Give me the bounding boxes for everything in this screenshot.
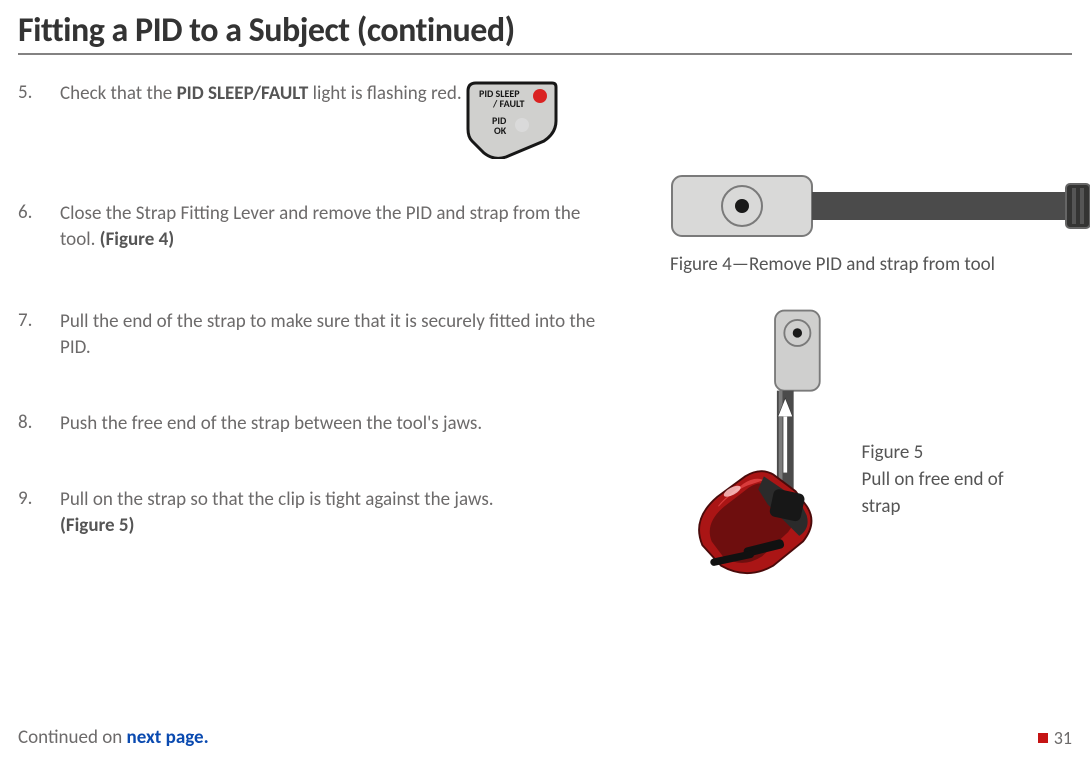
continued-link: next page.: [127, 726, 209, 749]
step-8-text: Push the free end of the strap between t…: [60, 411, 482, 437]
step-9-text: Pull on the strap so that the clip is ti…: [60, 487, 494, 539]
badge-sleep-label-2: / FAULT: [492, 97, 524, 110]
step-5-text: Check that the PID SLEEP/FAULT light is …: [60, 81, 462, 107]
step-5-suffix: light is flashing red.: [308, 82, 461, 105]
step-7-number: 7.: [18, 309, 60, 332]
fig4-clip-detail-1: [1072, 188, 1076, 224]
pid-sleep-fault-led-icon: [533, 89, 547, 103]
fig5-tool-body: [699, 471, 811, 573]
step-7-text: Pull the end of the strap to make sure t…: [60, 309, 600, 361]
figure-5-caption-line1: Figure 5: [862, 441, 924, 464]
figure-5-illustration-icon: [654, 305, 850, 575]
step-6-number: 6.: [18, 201, 60, 224]
fig4-pid-dot: [735, 199, 749, 213]
figure-4: Figure 4—Remove PID and strap from tool: [670, 170, 1090, 276]
fig5-pid: [775, 311, 820, 391]
figure-4-caption: Figure 4—Remove PID and strap from tool: [670, 253, 1090, 276]
pid-ok-led-icon: [515, 118, 529, 132]
badge-ok-label-2: OK: [494, 124, 507, 137]
step-5-row: 5. Check that the PID SLEEP/FAULT light …: [18, 81, 1072, 159]
step-6-text: Close the Strap Fitting Lever and remove…: [60, 201, 600, 253]
fig4-clip: [1066, 184, 1090, 228]
step-5-bold: PID SLEEP/FAULT: [177, 82, 309, 105]
figure-5-caption-line2: Pull on free end of strap: [862, 468, 1004, 518]
pid-status-badge-icon: PID SLEEP / FAULT PID OK: [466, 81, 558, 159]
step-8-number: 8.: [18, 411, 60, 434]
step-9-body: Pull on the strap so that the clip is ti…: [60, 488, 494, 511]
page-title: Fitting a PID to a Subject (continued): [18, 10, 1072, 55]
continued-prefix: Continued on: [18, 726, 127, 749]
step-6-bold: (Figure 4): [100, 228, 174, 251]
page-marker-icon: [1038, 733, 1048, 743]
page-number-value: 31: [1054, 727, 1072, 749]
figure-5: Figure 5 Pull on free end of strap: [654, 305, 1034, 580]
page-number: 31: [1038, 727, 1072, 749]
figure-4-illustration-icon: [670, 170, 1090, 242]
step-5-number: 5.: [18, 81, 60, 104]
fig4-strap: [812, 192, 1066, 220]
continued-footer: Continued on next page.: [18, 726, 209, 749]
step-9-bold: (Figure 5): [60, 514, 134, 537]
figure-5-caption: Figure 5 Pull on free end of strap: [862, 439, 1034, 520]
fig4-clip-detail-2: [1080, 188, 1084, 224]
step-5-prefix: Check that the: [60, 82, 177, 105]
step-9-number: 9.: [18, 487, 60, 510]
